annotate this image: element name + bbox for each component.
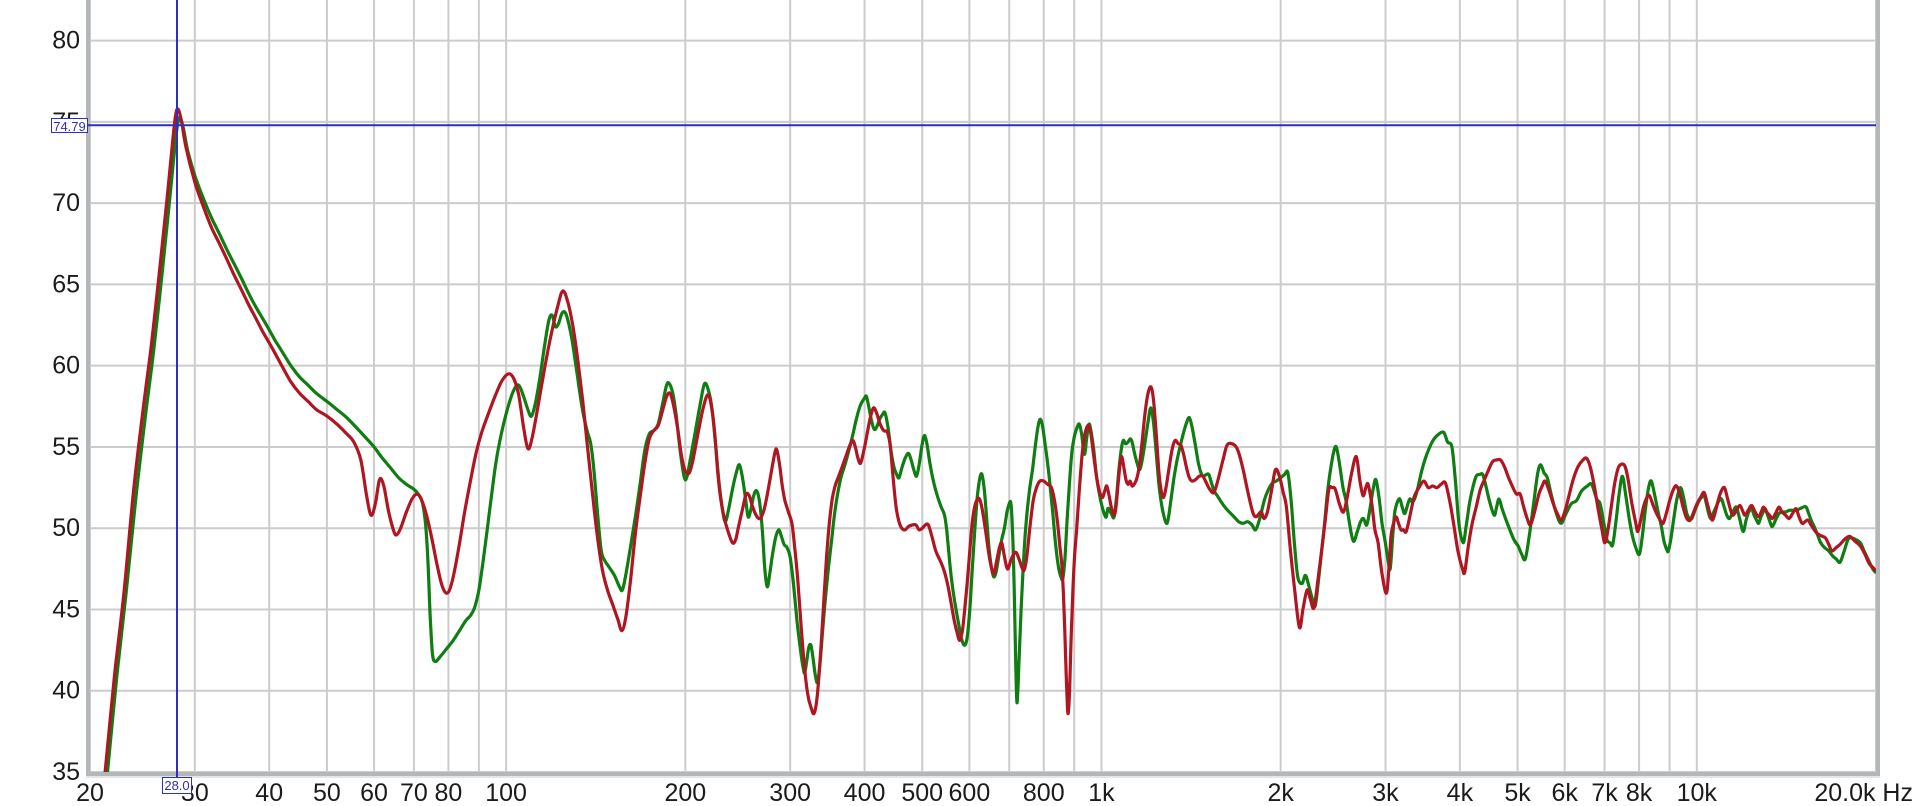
y-tick-label: 80	[52, 27, 80, 55]
cursor-crosshair	[88, 0, 1876, 777]
x-axis-tick-labels: 20 30 40 50 60 70 80 100 200 300 400 500 600 800 1k 2k 3…	[76, 779, 1913, 806]
x-tick-label: 500	[901, 779, 943, 806]
x-tick-label: 40	[255, 779, 283, 806]
x-tick-label: 60	[360, 779, 388, 806]
y-tick-label: 65	[52, 270, 80, 298]
axis-borders	[86, 0, 1880, 778]
x-tick-label: 300	[769, 779, 811, 806]
y-tick-label: 70	[52, 189, 80, 217]
y-tick-label: 50	[52, 514, 80, 542]
x-tick-label: 100	[485, 779, 527, 806]
cursor-freq-readout[interactable]: 28.0	[162, 777, 192, 794]
x-tick-label: 3k	[1372, 779, 1399, 806]
x-tick-label: 1k	[1088, 779, 1115, 806]
x-tick-label: 80	[435, 779, 463, 806]
cursor-db-readout[interactable]: 74.79	[51, 118, 88, 133]
x-tick-label: 70	[400, 779, 428, 806]
x-tick-label: 600	[949, 779, 991, 806]
x-tick-label: 20	[76, 779, 104, 806]
y-axis-tick-labels: 80757065605550454035	[52, 27, 80, 786]
x-tick-label: 10k	[1677, 779, 1718, 806]
x-tick-label: 8k	[1626, 779, 1653, 806]
x-tick-label: 20.0k Hz	[1814, 779, 1913, 806]
trace-green-path	[105, 115, 1876, 772]
y-tick-label: 60	[52, 352, 80, 380]
y-tick-label: 35	[52, 758, 80, 786]
x-tick-label: 5k	[1504, 779, 1531, 806]
gridlines	[89, 0, 1877, 773]
x-tick-label: 50	[313, 779, 341, 806]
x-tick-label: 7k	[1591, 779, 1618, 806]
x-tick-label: 800	[1023, 779, 1065, 806]
x-tick-label: 6k	[1552, 779, 1579, 806]
y-tick-label: 45	[52, 595, 80, 623]
y-tick-label: 55	[52, 433, 80, 461]
traces	[103, 107, 1876, 772]
x-tick-label: 2k	[1267, 779, 1294, 806]
x-tick-label: 200	[664, 779, 706, 806]
x-tick-label: 400	[844, 779, 886, 806]
y-tick-label: 40	[52, 677, 80, 705]
trace-red-path	[103, 107, 1876, 772]
x-tick-label: 4k	[1447, 779, 1474, 806]
